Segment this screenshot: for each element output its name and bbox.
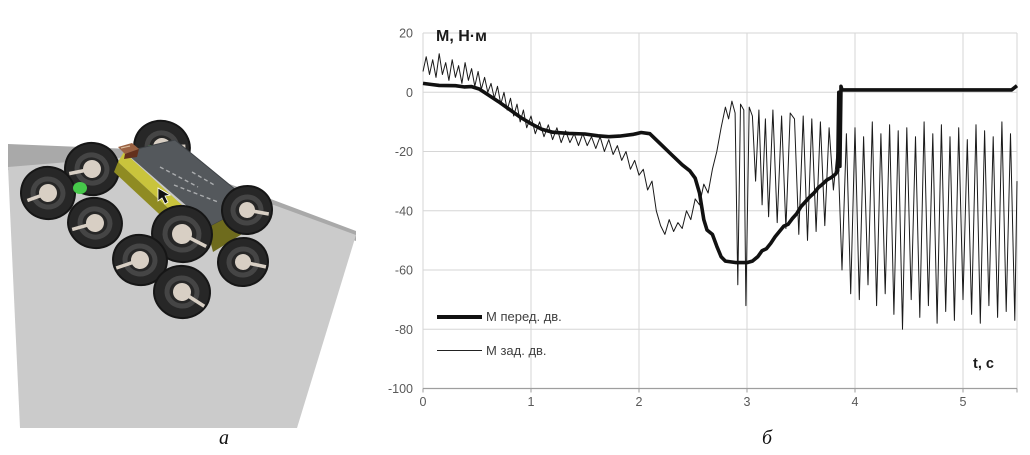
wheel [221, 184, 273, 236]
legend-item-front-motor: М перед. дв. [437, 305, 587, 328]
cargo-box [118, 143, 139, 159]
legend-item-rear-motor: М зад. дв. [437, 339, 587, 362]
series-line-rear-motor [422, 53, 1018, 330]
wheel [217, 236, 269, 288]
chart-legend: М перед. дв. М зад. дв. [437, 305, 587, 373]
cursor-pointer [157, 187, 172, 205]
subfigure-label-b: б [762, 427, 773, 449]
deck-markings [159, 166, 219, 203]
legend-rear-label: М зад. дв. [486, 343, 547, 358]
x-tick-label: 1 [528, 395, 535, 409]
rover-render [8, 119, 356, 428]
subfigure-label-a: а [219, 427, 229, 449]
x-axis-label: t, с [973, 356, 994, 372]
y-tick-label: -40 [395, 204, 413, 218]
x-tick-label: 3 [744, 395, 751, 409]
y-tick-label: -80 [395, 323, 413, 337]
y-tick-label: 20 [399, 27, 413, 41]
y-tick-label: 0 [406, 86, 413, 100]
x-tick-label: 4 [852, 395, 859, 409]
x-tick-label: 2 [636, 395, 643, 409]
legend-front-label: М перед. дв. [486, 309, 562, 324]
series-line-front-motor [422, 81, 1019, 265]
y-tick-label: -20 [395, 145, 413, 159]
wheel [20, 165, 76, 221]
torque-chart: 20 0 -20 -40 -60 -80 -100 0 1 2 3 4 5 [388, 27, 1019, 409]
x-tick-label: 5 [960, 395, 967, 409]
chart-title: М, Н·м [436, 28, 487, 45]
wheel [151, 204, 213, 264]
x-tick-label: 0 [420, 395, 427, 409]
legend-front-line-sample [437, 314, 482, 319]
y-tick-label: -60 [395, 264, 413, 278]
legend-rear-line-sample [437, 350, 482, 351]
wheel [112, 233, 168, 287]
ground-far-plane [8, 144, 356, 241]
y-tick-label: -100 [388, 382, 413, 396]
wheel [67, 196, 123, 250]
wheel [153, 264, 211, 320]
suspension-knuckle [73, 182, 87, 194]
